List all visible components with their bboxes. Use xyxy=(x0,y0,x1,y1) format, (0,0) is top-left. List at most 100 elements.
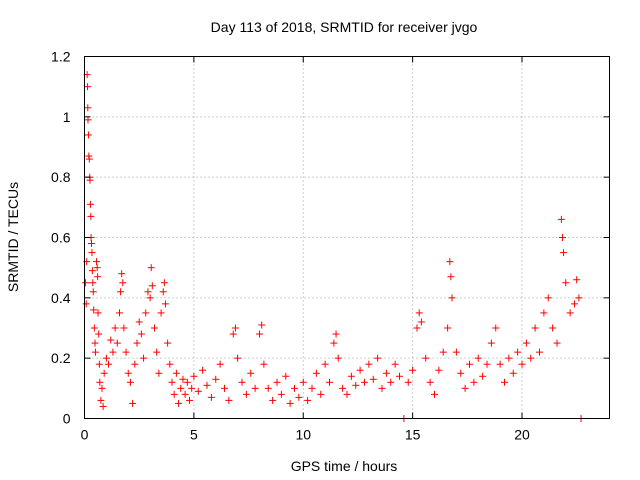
axis-ticks xyxy=(84,56,610,419)
data-point xyxy=(177,384,185,392)
data-point xyxy=(422,354,430,362)
data-point xyxy=(531,324,539,332)
data-point xyxy=(231,324,239,332)
data-point xyxy=(181,390,189,398)
data-point xyxy=(334,354,342,362)
data-points xyxy=(82,71,585,422)
data-point xyxy=(153,348,161,356)
data-point xyxy=(417,318,425,326)
data-point xyxy=(93,258,101,266)
data-point xyxy=(84,104,92,112)
data-point xyxy=(86,200,94,208)
data-point xyxy=(225,396,233,404)
data-point xyxy=(439,348,447,356)
data-point xyxy=(117,288,125,296)
data-point xyxy=(404,378,412,386)
data-point xyxy=(93,264,101,272)
data-point xyxy=(251,384,259,392)
x-tick-label: 0 xyxy=(81,427,89,443)
y-tick-label: 1.2 xyxy=(51,49,71,65)
data-point xyxy=(91,339,99,347)
data-point xyxy=(82,300,90,308)
chart-title: Day 113 of 2018, SRMTID for receiver jvg… xyxy=(211,19,478,35)
data-point xyxy=(553,339,561,347)
data-point xyxy=(339,384,347,392)
data-point xyxy=(447,273,455,281)
data-point xyxy=(326,378,333,386)
data-point xyxy=(107,336,115,344)
data-point xyxy=(97,396,105,404)
data-point xyxy=(194,387,202,395)
data-point xyxy=(514,348,522,356)
data-point xyxy=(88,267,96,275)
data-point xyxy=(448,294,456,302)
data-point xyxy=(452,348,460,356)
data-point xyxy=(216,360,224,368)
data-point xyxy=(95,330,103,338)
data-point xyxy=(382,369,390,377)
x-tick-label: 20 xyxy=(514,427,530,443)
data-point xyxy=(540,309,548,317)
data-point xyxy=(120,324,128,332)
data-point xyxy=(89,279,97,287)
data-point xyxy=(175,399,183,407)
data-point xyxy=(413,324,421,332)
data-point xyxy=(99,402,107,410)
data-point xyxy=(492,324,500,332)
data-point xyxy=(396,372,403,380)
data-point xyxy=(571,300,578,308)
data-point xyxy=(155,369,163,377)
data-point xyxy=(170,390,178,398)
data-point xyxy=(330,339,338,347)
data-point xyxy=(203,381,211,389)
plot-frame xyxy=(84,56,610,419)
data-point xyxy=(179,375,187,383)
data-point xyxy=(352,381,360,389)
data-point xyxy=(273,378,281,386)
data-point xyxy=(299,378,307,386)
data-point xyxy=(118,270,126,278)
data-point xyxy=(560,249,568,257)
y-tick-label: 0.6 xyxy=(51,230,71,246)
data-point xyxy=(186,396,193,404)
data-point xyxy=(558,234,566,241)
data-point xyxy=(137,330,145,338)
data-point xyxy=(94,273,102,281)
data-point xyxy=(221,384,228,392)
data-point xyxy=(536,348,543,356)
data-point xyxy=(347,372,355,380)
data-point xyxy=(86,176,94,184)
data-point xyxy=(164,339,172,347)
data-point xyxy=(229,330,237,338)
data-point xyxy=(518,360,526,368)
data-point xyxy=(264,384,272,392)
data-point xyxy=(505,354,513,362)
data-point xyxy=(119,279,127,287)
data-point xyxy=(94,309,102,317)
data-point xyxy=(88,240,95,248)
data-point xyxy=(111,324,119,332)
data-point xyxy=(100,369,108,377)
data-point xyxy=(212,375,220,383)
data-point xyxy=(105,360,113,368)
data-point xyxy=(234,354,242,362)
data-point xyxy=(269,396,277,404)
data-point xyxy=(444,324,452,332)
data-point xyxy=(457,369,465,377)
y-tick-label: 0.2 xyxy=(51,350,71,366)
data-point xyxy=(242,390,250,398)
data-point xyxy=(321,360,329,368)
data-point xyxy=(85,155,93,163)
data-point xyxy=(157,309,165,317)
data-point xyxy=(295,393,303,401)
data-point xyxy=(140,354,148,362)
data-point xyxy=(256,330,263,338)
data-point xyxy=(332,330,340,338)
data-point xyxy=(102,354,110,362)
data-point xyxy=(487,339,495,347)
y-tick-label: 1 xyxy=(63,109,71,125)
data-point xyxy=(470,378,478,386)
data-point xyxy=(144,288,152,296)
data-point xyxy=(461,384,469,392)
